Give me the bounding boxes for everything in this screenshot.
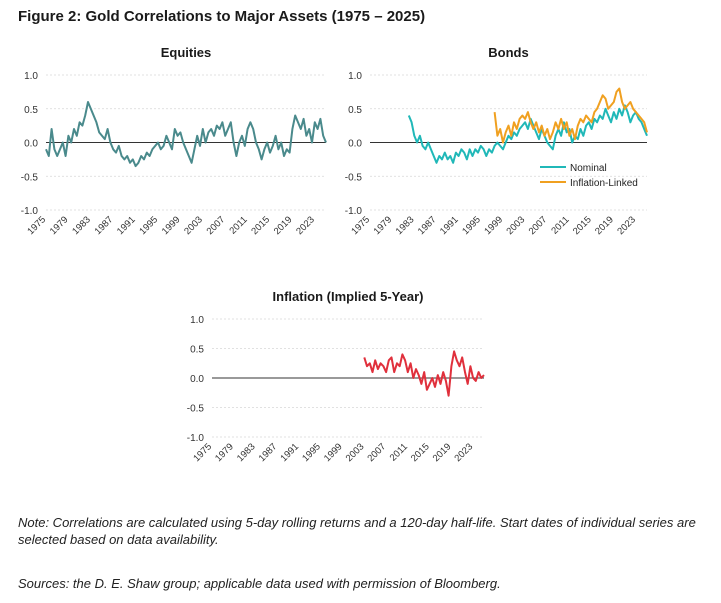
x-tick-label: 2003 <box>344 441 367 464</box>
x-tick-label: 2023 <box>294 214 317 237</box>
x-tick-label: 2011 <box>388 441 410 463</box>
legend-label: Nominal <box>570 163 607 174</box>
x-tick-label: 1983 <box>70 214 93 237</box>
chart-title: Inflation (Implied 5-Year) <box>273 289 424 304</box>
x-tick-label: 2011 <box>227 214 249 236</box>
x-tick-label: 1975 <box>191 441 214 464</box>
x-tick-label: 2011 <box>549 214 571 236</box>
x-tick-label: 1991 <box>115 214 138 237</box>
series-line-inflation-linked <box>493 87 648 144</box>
x-tick-label: 1995 <box>300 441 323 464</box>
series-line-0 <box>45 101 327 168</box>
x-tick-label: 2007 <box>365 441 388 464</box>
y-tick-label: 0.0 <box>348 139 362 150</box>
y-tick-label: 0.5 <box>348 105 362 116</box>
x-tick-label: 1995 <box>460 214 483 237</box>
x-tick-label: 1991 <box>438 214 461 237</box>
x-tick-label: 1979 <box>372 214 395 237</box>
x-tick-label: 2019 <box>593 214 616 237</box>
y-tick-label: 0.0 <box>24 139 38 150</box>
figure-title: Figure 2: Gold Correlations to Major Ass… <box>18 8 426 25</box>
figure-sources: Sources: the D. E. Shaw group; applicabl… <box>18 576 501 591</box>
x-tick-label: 2015 <box>249 214 272 237</box>
chart-title: Equities <box>161 45 212 60</box>
x-tick-label: 1987 <box>93 214 116 237</box>
y-tick-label: -0.5 <box>187 404 205 415</box>
x-tick-label: 1995 <box>137 214 160 237</box>
x-tick-label: 1987 <box>416 214 439 237</box>
y-tick-label: 1.0 <box>24 71 38 82</box>
y-tick-label: 1.0 <box>348 71 362 82</box>
x-tick-label: 1975 <box>349 214 372 237</box>
series-line-nominal <box>407 104 648 164</box>
x-tick-label: 1983 <box>235 441 258 464</box>
x-tick-label: 2003 <box>182 214 205 237</box>
chart-panel-2: Inflation (Implied 5-Year) 1.0 0.5 0.0 -0.5 -… <box>187 289 485 464</box>
x-tick-label: 2023 <box>453 441 476 464</box>
x-tick-label: 1999 <box>482 214 505 237</box>
chart-title: Bonds <box>488 45 528 60</box>
x-tick-label: 1975 <box>25 214 48 237</box>
series-line-0 <box>363 350 485 397</box>
x-tick-label: 2019 <box>431 441 454 464</box>
x-tick-label: 1987 <box>257 441 280 464</box>
figure-note: Note: Correlations are calculated using … <box>18 515 696 547</box>
x-tick-label: 1991 <box>278 441 301 464</box>
y-tick-label: 1.0 <box>190 315 204 326</box>
x-tick-label: 2007 <box>527 214 550 237</box>
x-tick-label: 1999 <box>322 441 345 464</box>
x-tick-label: 2003 <box>505 214 528 237</box>
y-tick-label: -0.5 <box>21 172 39 183</box>
y-tick-label: -1.0 <box>21 206 39 217</box>
x-tick-label: 1999 <box>160 214 183 237</box>
y-tick-label: 0.5 <box>24 105 38 116</box>
y-tick-label: 0.0 <box>190 374 204 385</box>
x-tick-label: 1979 <box>48 214 71 237</box>
x-tick-label: 2019 <box>272 214 295 237</box>
y-tick-label: -1.0 <box>345 206 363 217</box>
y-tick-label: -0.5 <box>345 172 363 183</box>
x-tick-label: 2015 <box>571 214 594 237</box>
x-tick-label: 2015 <box>409 441 432 464</box>
x-tick-label: 1979 <box>213 441 236 464</box>
x-tick-label: 2023 <box>615 214 638 237</box>
legend-label: Inflation-Linked <box>570 178 638 189</box>
y-tick-label: 0.5 <box>190 345 204 356</box>
x-tick-label: 2007 <box>205 214 228 237</box>
y-tick-label: -1.0 <box>187 433 205 444</box>
x-tick-label: 1983 <box>394 214 417 237</box>
